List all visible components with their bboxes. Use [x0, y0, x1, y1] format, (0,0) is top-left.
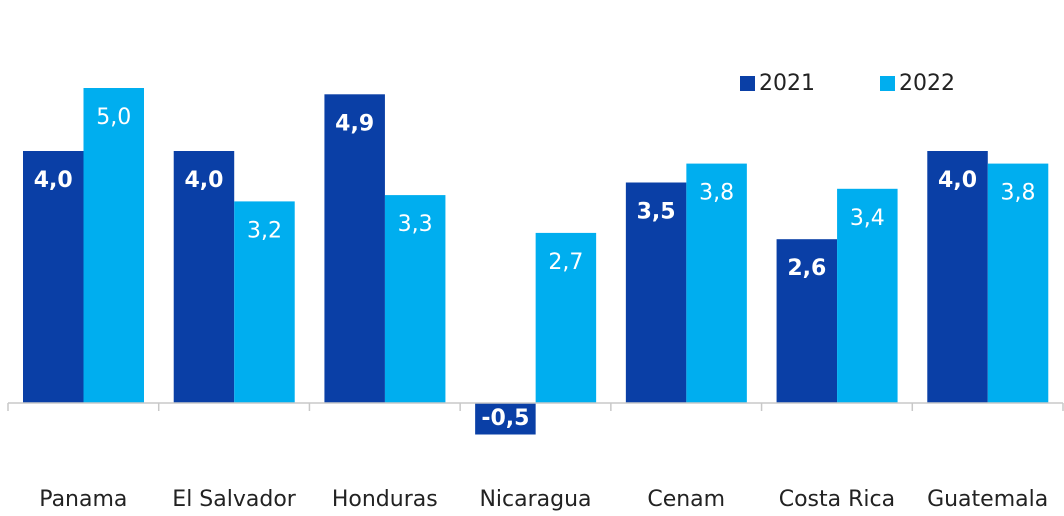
legend-label: 2022 [899, 71, 955, 96]
bar [324, 94, 385, 404]
data-label: 2,6 [787, 256, 826, 281]
bar [384, 195, 446, 403]
x-tick-label: Nicaragua [479, 487, 591, 512]
x-tick-label: Guatemala [927, 487, 1048, 512]
bar [776, 239, 838, 403]
bar [23, 151, 84, 403]
data-label: 5,0 [96, 105, 131, 130]
data-label: 3,8 [699, 181, 734, 206]
data-label: 3,4 [850, 206, 885, 231]
data-label: 4,9 [335, 111, 374, 136]
data-label: 4,0 [34, 168, 73, 193]
x-tick-label: Costa Rica [779, 487, 895, 512]
data-label: 3,5 [637, 200, 676, 225]
data-label: 4,0 [938, 168, 977, 193]
legend-swatch [880, 76, 895, 91]
bar [475, 403, 536, 435]
x-tick-label: El Salvador [172, 487, 296, 512]
bar [535, 232, 597, 403]
legend-swatch [740, 76, 755, 91]
bar [987, 163, 1049, 403]
x-tick-label: Panama [39, 487, 127, 512]
data-label: 2,7 [548, 250, 583, 275]
bar [83, 88, 144, 403]
bar [173, 151, 235, 403]
data-label: -0,5 [481, 406, 529, 431]
data-label: 3,8 [1001, 181, 1036, 206]
bar [837, 188, 898, 403]
legend-label: 2021 [759, 71, 815, 96]
bar [625, 182, 687, 403]
bar [927, 151, 988, 403]
data-label: 3,2 [247, 218, 282, 243]
data-label: 3,3 [398, 212, 433, 237]
x-tick-label: Cenam [647, 487, 725, 512]
bar [686, 163, 747, 403]
x-tick-label: Honduras [332, 487, 438, 512]
data-label: 4,0 [184, 168, 223, 193]
bar [234, 201, 295, 403]
